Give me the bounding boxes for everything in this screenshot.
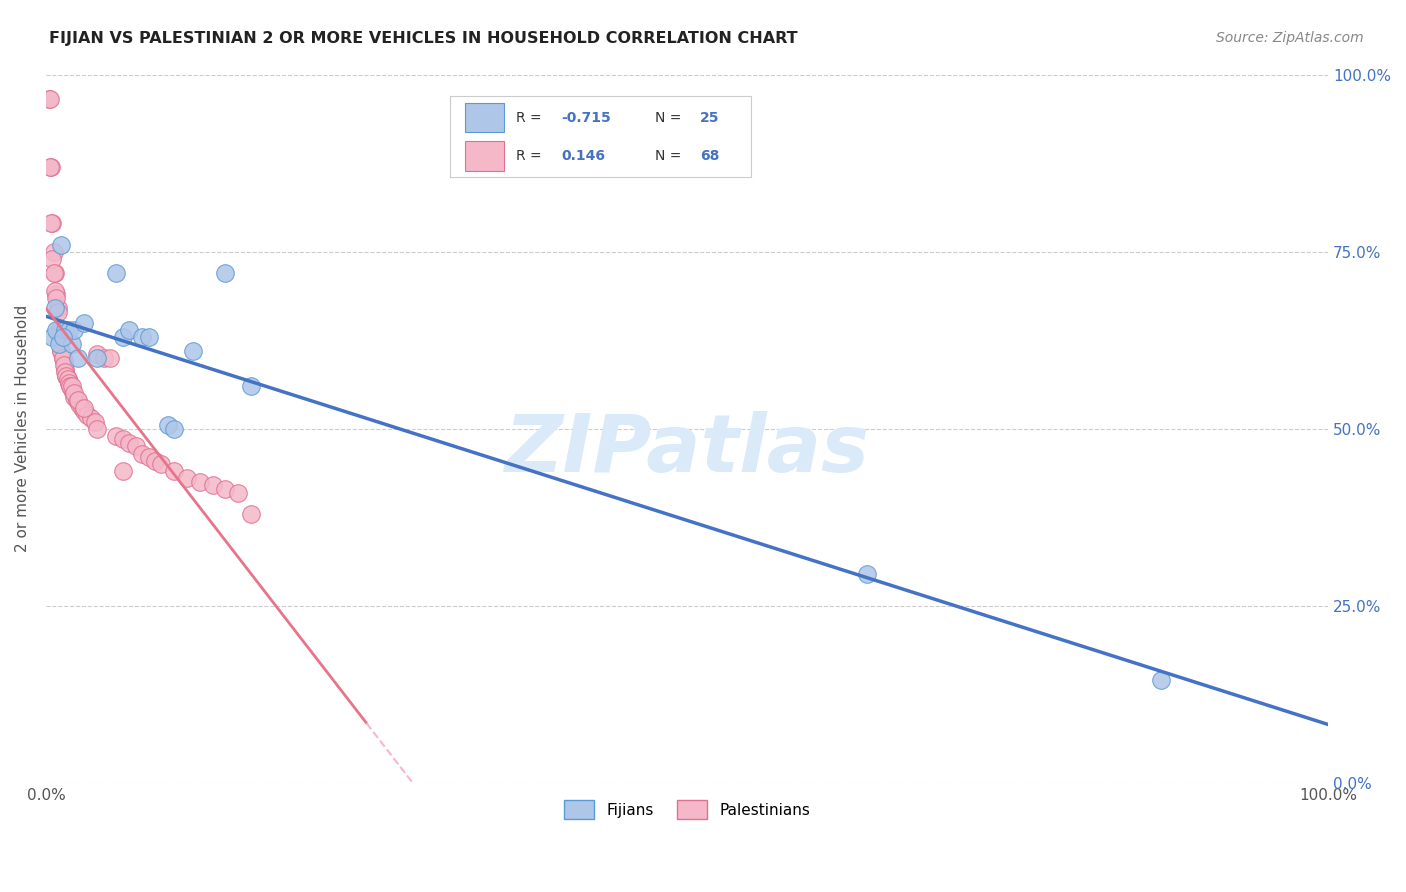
Point	[176, 471, 198, 485]
Point	[38, 92, 60, 106]
Text: Source: ZipAtlas.com: Source: ZipAtlas.com	[1216, 31, 1364, 45]
Point	[56, 372, 79, 386]
Point	[53, 322, 76, 336]
Point	[73, 316, 96, 330]
Point	[111, 464, 134, 478]
Point	[51, 343, 73, 358]
Point	[163, 464, 186, 478]
Point	[60, 336, 83, 351]
Point	[63, 386, 86, 401]
Point	[49, 333, 72, 347]
Point	[214, 482, 236, 496]
Point	[44, 301, 66, 316]
Point	[163, 422, 186, 436]
Y-axis label: 2 or more Vehicles in Household: 2 or more Vehicles in Household	[15, 305, 30, 552]
Point	[60, 379, 83, 393]
Point	[131, 446, 153, 460]
Point	[45, 287, 67, 301]
Point	[48, 322, 70, 336]
Point	[48, 326, 70, 340]
Point	[52, 354, 75, 368]
Point	[46, 305, 69, 319]
Point	[70, 401, 93, 415]
Point	[58, 322, 80, 336]
Point	[52, 329, 75, 343]
Point	[66, 393, 89, 408]
Text: FIJIAN VS PALESTINIAN 2 OR MORE VEHICLES IN HOUSEHOLD CORRELATION CHART: FIJIAN VS PALESTINIAN 2 OR MORE VEHICLES…	[49, 31, 797, 46]
Point	[38, 92, 60, 106]
Point	[41, 216, 63, 230]
Point	[201, 478, 224, 492]
Point	[138, 450, 160, 464]
Point	[52, 351, 75, 365]
Point	[55, 368, 77, 383]
Point	[73, 404, 96, 418]
Point	[42, 244, 65, 259]
Point	[98, 351, 121, 365]
Point	[73, 401, 96, 415]
Point	[41, 329, 63, 343]
Point	[125, 440, 148, 454]
Point	[39, 160, 62, 174]
Point	[66, 393, 89, 408]
Point	[855, 567, 877, 582]
Point	[41, 252, 63, 266]
Point	[143, 453, 166, 467]
Text: ZIPatlas: ZIPatlas	[505, 411, 869, 489]
Point	[150, 457, 173, 471]
Point	[83, 415, 105, 429]
Point	[67, 397, 90, 411]
Point	[38, 160, 60, 174]
Point	[240, 379, 263, 393]
Point	[48, 336, 70, 351]
Point	[131, 329, 153, 343]
Point	[44, 266, 66, 280]
Point	[42, 266, 65, 280]
Legend: Fijians, Palestinians: Fijians, Palestinians	[558, 794, 817, 825]
Point	[49, 333, 72, 347]
Point	[76, 408, 98, 422]
Point	[45, 291, 67, 305]
Point	[51, 237, 73, 252]
Point	[59, 379, 82, 393]
Point	[111, 329, 134, 343]
Point	[52, 351, 75, 365]
Point	[138, 329, 160, 343]
Point	[53, 361, 76, 376]
Point	[52, 358, 75, 372]
Point	[226, 485, 249, 500]
Point	[59, 379, 82, 393]
Point	[53, 365, 76, 379]
Point	[240, 507, 263, 521]
Point	[156, 418, 179, 433]
Point	[46, 301, 69, 316]
Point	[39, 216, 62, 230]
Point	[58, 376, 80, 390]
Point	[66, 351, 89, 365]
Point	[44, 284, 66, 298]
Point	[45, 322, 67, 336]
Point	[63, 390, 86, 404]
Point	[183, 343, 205, 358]
Point	[105, 266, 128, 280]
Point	[80, 411, 103, 425]
Point	[111, 433, 134, 447]
Point	[214, 266, 236, 280]
Point	[58, 376, 80, 390]
Point	[86, 347, 108, 361]
Point	[51, 343, 73, 358]
Point	[93, 351, 115, 365]
Point	[86, 422, 108, 436]
Point	[86, 351, 108, 365]
Point	[188, 475, 211, 489]
Point	[118, 436, 141, 450]
Point	[63, 322, 86, 336]
Point	[60, 383, 83, 397]
Point	[105, 429, 128, 443]
Point	[56, 372, 79, 386]
Point	[55, 368, 77, 383]
Point	[1150, 673, 1173, 688]
Point	[118, 322, 141, 336]
